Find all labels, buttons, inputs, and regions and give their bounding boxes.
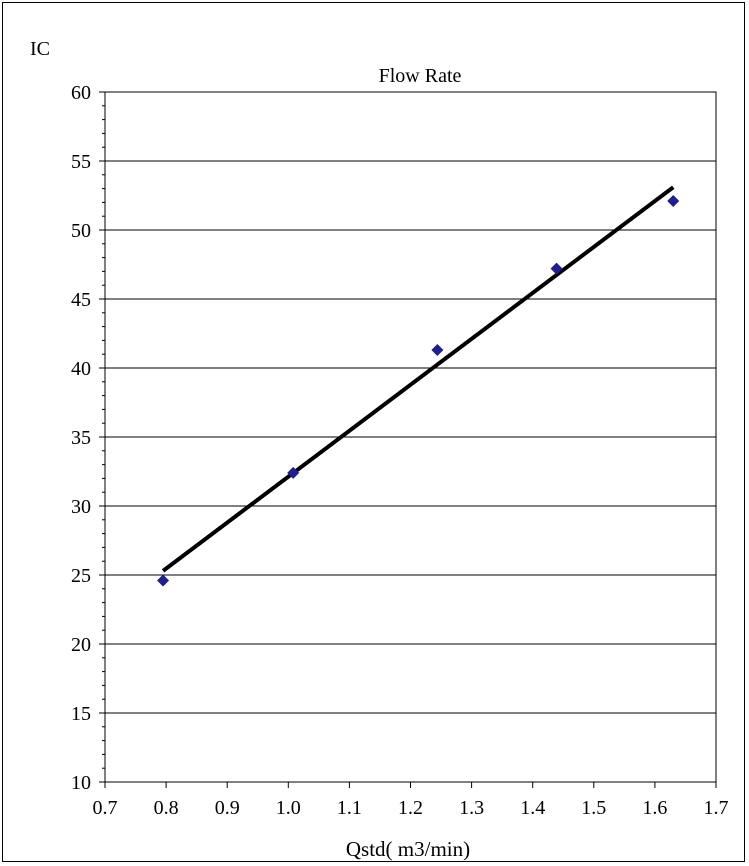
x-axis-label: Qstd( m3/min) bbox=[346, 837, 470, 861]
x-tick-label-1.2: 1.2 bbox=[398, 797, 423, 819]
y-tick-label-55: 55 bbox=[71, 151, 91, 173]
y-tick-label-35: 35 bbox=[71, 427, 91, 449]
chart-title: Flow Rate bbox=[379, 65, 462, 87]
x-tick-labels: 0.7 0.8 0.9 1.0 1.1 1.2 1.3 1.4 1.5 1.6 1.7 bbox=[93, 797, 729, 819]
data-points bbox=[157, 195, 680, 587]
y-tick-label-25: 25 bbox=[71, 565, 91, 587]
y-axis-label: IC bbox=[30, 38, 50, 60]
data-point-1 bbox=[157, 574, 170, 587]
x-tick-label-1.6: 1.6 bbox=[642, 797, 667, 819]
x-tick-label-0.8: 0.8 bbox=[154, 797, 179, 819]
x-tick-label-0.9: 0.9 bbox=[215, 797, 240, 819]
minor-ticks bbox=[102, 105, 105, 769]
y-tick-labels: 10 15 20 25 30 35 40 45 50 55 60 bbox=[71, 82, 91, 794]
x-tick-label-1.3: 1.3 bbox=[459, 797, 484, 819]
y-tick-label-15: 15 bbox=[71, 703, 91, 725]
y-tick-label-20: 20 bbox=[71, 634, 91, 656]
y-tick-label-30: 30 bbox=[71, 496, 91, 518]
y-tick-label-40: 40 bbox=[71, 358, 91, 380]
x-tick-label-1.7: 1.7 bbox=[704, 797, 729, 819]
data-point-2 bbox=[287, 466, 300, 479]
trendline bbox=[161, 185, 675, 573]
gridlines bbox=[99, 91, 717, 788]
x-tick-label-1.5: 1.5 bbox=[581, 797, 606, 819]
data-point-4 bbox=[550, 262, 563, 275]
y-tick-label-60: 60 bbox=[71, 82, 91, 104]
x-tick-label-0.7: 0.7 bbox=[93, 797, 118, 819]
data-point-3 bbox=[431, 344, 444, 357]
plot-area bbox=[104, 91, 717, 783]
y-tick-label-50: 50 bbox=[71, 220, 91, 242]
y-tick-label-10: 10 bbox=[71, 772, 91, 794]
x-tick-label-1.4: 1.4 bbox=[520, 797, 545, 819]
x-tick-label-1.1: 1.1 bbox=[337, 797, 362, 819]
x-tick-label-1.0: 1.0 bbox=[276, 797, 301, 819]
data-point-5 bbox=[667, 195, 680, 208]
y-tick-label-45: 45 bbox=[71, 289, 91, 311]
